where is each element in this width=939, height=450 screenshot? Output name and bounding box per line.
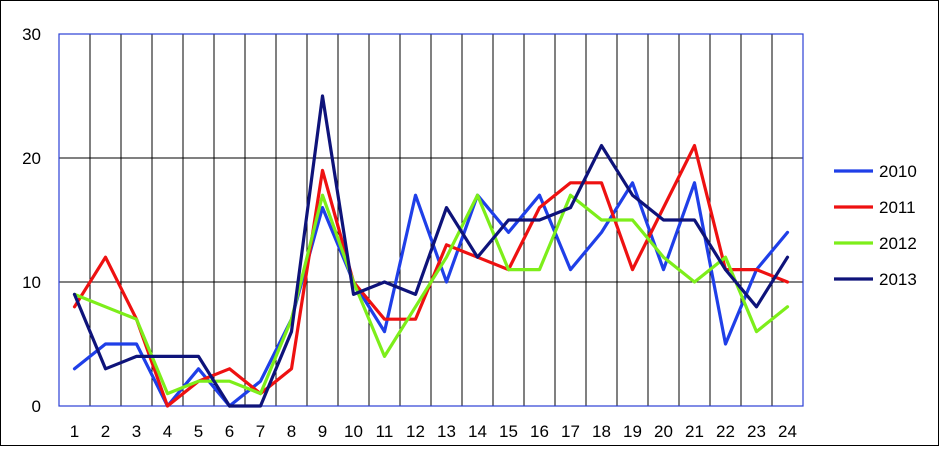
legend-label-2013: 2013 (879, 270, 917, 289)
x-tick-label: 14 (468, 422, 487, 441)
x-tick-label: 13 (437, 422, 456, 441)
x-tick-label: 2 (101, 422, 110, 441)
series-lines (72, 94, 790, 408)
x-tick-label: 1 (70, 422, 79, 441)
legend-label-2010: 2010 (879, 162, 917, 181)
plot-area-border (58, 33, 804, 407)
x-tick-label: 19 (623, 422, 642, 441)
x-tick-label: 7 (256, 422, 265, 441)
series-line-2012 (72, 193, 790, 396)
x-tick-label: 10 (344, 422, 363, 441)
x-axis-ticks: 1 2 3 4 5 6 7 8 9 10 11 12 13 14 15 16 17 18 19 20 21 22 23 24 (70, 422, 797, 441)
legend-label-2011: 2011 (879, 198, 916, 217)
legend-label-2012: 2012 (879, 234, 917, 253)
series-line-2013 (72, 94, 790, 408)
x-tick-label: 16 (530, 422, 549, 441)
x-tick-label: 9 (318, 422, 327, 441)
y-tick-label: 20 (22, 149, 41, 168)
x-tick-label: 22 (716, 422, 735, 441)
x-tick-label: 5 (194, 422, 203, 441)
x-tick-label: 6 (225, 422, 234, 441)
x-tick-label: 15 (499, 422, 518, 441)
series-line-2010 (72, 181, 790, 408)
x-tick-label: 8 (287, 422, 296, 441)
x-tick-label: 3 (132, 422, 141, 441)
x-tick-label: 12 (406, 422, 425, 441)
y-tick-label: 10 (22, 273, 41, 292)
x-tick-label: 18 (592, 422, 611, 441)
x-tick-label: 4 (163, 422, 172, 441)
x-tick-label: 20 (654, 422, 673, 441)
x-tick-label: 11 (376, 422, 394, 441)
y-tick-label: 0 (32, 397, 41, 416)
y-tick-label: 30 (22, 25, 41, 44)
x-tick-label: 23 (747, 422, 766, 441)
x-tick-label: 17 (561, 422, 580, 441)
x-tick-label: 24 (778, 422, 797, 441)
legend: 2010 2011 2012 2013 (834, 162, 917, 289)
x-tick-label: 21 (685, 422, 704, 441)
y-axis-ticks: 0 10 20 30 (22, 25, 41, 416)
